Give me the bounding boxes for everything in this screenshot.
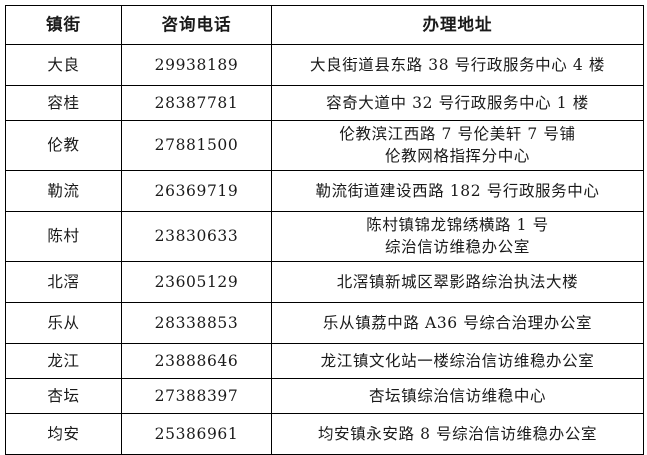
address-line: 杏坛镇综治信访维稳中心 <box>368 386 547 405</box>
cell-phone: 25386961 <box>121 412 272 455</box>
table-row: 陈村 23830633 陈村镇锦龙锦绣横路 1 号综治信访维稳办公室 <box>5 210 644 262</box>
cell-address: 容奇大道中 32 号行政服务中心 1 楼 <box>271 85 644 121</box>
cell-address: 大良街道县东路 38 号行政服务中心 4 楼 <box>271 44 644 86</box>
cell-address: 龙江镇文化站一楼综治信访维稳办公室 <box>271 342 644 379</box>
cell-town: 乐从 <box>5 301 122 344</box>
address-line: 北滘镇新城区翠影路综治执法大楼 <box>336 272 579 291</box>
cell-town: 杏坛 <box>5 377 122 414</box>
table-row: 伦教 27881500 伦教滨江西路 7 号伦美轩 7 号铺 伦教网格指挥分中心 <box>5 120 644 171</box>
cell-phone: 29938189 <box>121 44 272 86</box>
cell-town: 伦教 <box>5 120 122 171</box>
table-header: 镇街 咨询电话 办理地址 <box>5 5 644 45</box>
cell-phone: 28387781 <box>121 85 272 121</box>
table-row: 杏坛 27388397 杏坛镇综治信访维稳中心 <box>5 377 644 414</box>
cell-town: 均安 <box>5 412 122 455</box>
cell-phone: 23888646 <box>121 342 272 379</box>
table-container: 镇街 咨询电话 办理地址 大良 29938189 大良街道县东路 38 号行政服务中… <box>5 5 644 455</box>
page-root: 镇街 咨询电话 办理地址 大良 29938189 大良街道县东路 38 号行政服务中… <box>5 5 644 455</box>
address-line: 陈村镇锦龙锦绣横路 1 号 <box>366 215 549 234</box>
header-row: 镇街 咨询电话 办理地址 <box>5 5 644 45</box>
column-header-address: 办理地址 <box>271 5 644 45</box>
address-line: 容奇大道中 32 号行政服务中心 1 楼 <box>326 93 589 112</box>
address-line: 伦教滨江西路 7 号伦美轩 7 号铺 <box>339 125 576 143</box>
cell-phone: 27881500 <box>121 120 272 171</box>
table-body: 大良 29938189 大良街道县东路 38 号行政服务中心 4 楼容桂 283877… <box>5 44 644 455</box>
cell-town: 北滘 <box>5 260 122 303</box>
address-line: 伦教网格指挥分中心 <box>385 147 530 166</box>
cell-town: 陈村 <box>5 210 122 262</box>
cell-address: 均安镇永安路 8 号综治信访维稳办公室 <box>271 412 644 455</box>
cell-address: 勒流街道建设西路 182 号行政服务中心 <box>271 169 644 212</box>
table-row: 均安 25386961 均安镇永安路 8 号综治信访维稳办公室 <box>5 412 644 455</box>
contact-directory-table: 镇街 咨询电话 办理地址 大良 29938189 大良街道县东路 38 号行政服务中… <box>5 5 644 455</box>
address-line: 均安镇永安路 8 号综治信访维稳办公室 <box>317 424 598 443</box>
address-line: 勒流街道建设西路 182 号行政服务中心 <box>315 181 600 200</box>
address-line: 综治信访维稳办公室 <box>385 238 530 257</box>
column-header-phone: 咨询电话 <box>121 5 272 45</box>
cell-town: 大良 <box>5 44 122 86</box>
cell-town: 龙江 <box>5 342 122 379</box>
cell-address: 乐从镇荔中路 A36 号综合治理办公室 <box>271 301 644 344</box>
table-row: 大良 29938189 大良街道县东路 38 号行政服务中心 4 楼 <box>5 44 644 86</box>
table-row: 北滘 23605129 北滘镇新城区翠影路综治执法大楼 <box>5 260 644 303</box>
table-row: 龙江 23888646 龙江镇文化站一楼综治信访维稳办公室 <box>5 342 644 379</box>
column-header-town: 镇街 <box>5 5 122 45</box>
cell-address: 北滘镇新城区翠影路综治执法大楼 <box>271 260 644 303</box>
cell-town: 勒流 <box>5 169 122 212</box>
cell-address: 陈村镇锦龙锦绣横路 1 号综治信访维稳办公室 <box>271 210 644 262</box>
table-row: 勒流 26369719 勒流街道建设西路 182 号行政服务中心 <box>5 169 644 212</box>
address-line: 乐从镇荔中路 A36 号综合治理办公室 <box>322 313 593 332</box>
address-line: 大良街道县东路 38 号行政服务中心 4 楼 <box>310 55 605 74</box>
cell-phone: 27388397 <box>121 377 272 414</box>
address-line: 龙江镇文化站一楼综治信访维稳办公室 <box>320 351 595 370</box>
cell-phone: 28338853 <box>121 301 272 344</box>
table-row: 乐从 28338853 乐从镇荔中路 A36 号综合治理办公室 <box>5 301 644 344</box>
table-row: 容桂 28387781 容奇大道中 32 号行政服务中心 1 楼 <box>5 85 644 121</box>
cell-phone: 26369719 <box>121 169 272 212</box>
cell-address: 伦教滨江西路 7 号伦美轩 7 号铺 伦教网格指挥分中心 <box>271 120 644 171</box>
cell-phone: 23605129 <box>121 260 272 303</box>
cell-town: 容桂 <box>5 85 122 121</box>
cell-address: 杏坛镇综治信访维稳中心 <box>271 377 644 414</box>
cell-phone: 23830633 <box>121 210 272 262</box>
